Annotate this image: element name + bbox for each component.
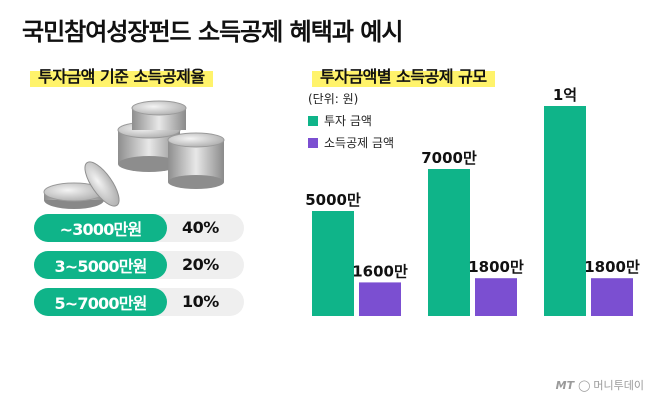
- rate-percent: 10%: [182, 292, 219, 311]
- legend-swatch-green: [308, 115, 318, 126]
- legend-swatch-purple: [308, 137, 318, 148]
- coin-stack-illustration: [43, 100, 225, 209]
- page-title: 국민참여성장펀드 소득공제 혜택과 예시: [22, 18, 403, 46]
- bar-deduction: [591, 278, 633, 316]
- coin-stack-back: [117, 100, 187, 172]
- rate-row: 3~5000만원 20%: [34, 251, 244, 279]
- bar-deduction: [475, 278, 517, 316]
- rate-percent: 20%: [182, 255, 219, 274]
- legend-label: 투자 금액: [324, 114, 372, 128]
- publisher-watermark: MT ◯ 머니투데이: [556, 377, 644, 393]
- rate-percent: 40%: [182, 218, 219, 237]
- rate-row: 5~7000만원 10%: [34, 288, 244, 316]
- bar-deduction: [359, 282, 401, 316]
- bar-investment: [544, 106, 586, 316]
- bar-label-investment: 1억: [553, 86, 577, 104]
- rate-range: 5~7000만원: [34, 288, 167, 316]
- legend-item-deduction: 소득공제 금액: [308, 134, 394, 151]
- bar-label-deduction: 1800만: [584, 258, 640, 276]
- bar-investment: [428, 169, 470, 316]
- chart-section-label: 투자금액별 소득공제 규모: [312, 61, 495, 89]
- chart-legend: (단위: 원) 투자 금액 소득공제 금액: [308, 90, 394, 156]
- publisher-name: 머니투데이: [593, 379, 644, 392]
- publisher-logo-icon: ◯: [578, 378, 591, 392]
- publisher-mark: MT: [555, 378, 575, 392]
- rate-range: 3~5000만원: [34, 251, 167, 279]
- legend-item-investment: 투자 금액: [308, 112, 394, 129]
- rate-row: ~3000만원 40%: [34, 214, 244, 242]
- bar-label-investment: 7000만: [421, 149, 477, 167]
- bar-label-deduction: 1800만: [468, 258, 524, 276]
- coin-stack-front: [167, 132, 225, 189]
- bar-investment: [312, 211, 354, 316]
- unit-label: (단위: 원): [308, 92, 359, 106]
- rate-range: ~3000만원: [34, 214, 167, 242]
- bar-label-investment: 5000만: [305, 191, 361, 209]
- coin-tilted: [84, 161, 120, 207]
- bar-label-deduction: 1600만: [352, 262, 408, 280]
- deduction-rate-table: ~3000만원 40% 3~5000만원 20% 5~7000만원 10%: [34, 214, 244, 325]
- rate-section-label: 투자금액 기준 소득공제율: [30, 61, 213, 89]
- coin-single-left: [43, 182, 105, 209]
- legend-label: 소득공제 금액: [324, 136, 395, 150]
